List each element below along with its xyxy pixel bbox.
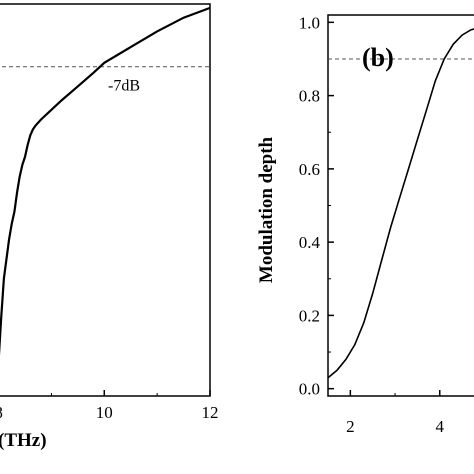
panel-b-y-ticks xyxy=(328,21,334,390)
panel-b-series-line xyxy=(327,28,474,379)
panel-a-x-ticks xyxy=(50,390,211,396)
panel-a-reference-label: -7dB xyxy=(108,78,140,95)
x-tick-label: 12 xyxy=(202,403,219,422)
panel-b-x-ticks xyxy=(349,390,441,396)
y-tick-label: 0.8 xyxy=(299,87,320,106)
y-tick-label: 0.4 xyxy=(299,233,321,252)
y-tick-label: 0.2 xyxy=(299,306,320,325)
panel-a-x-tick-labels: 8 10 12 xyxy=(0,403,219,422)
panel-a-series-line xyxy=(0,6,211,356)
x-tick-label: 8 xyxy=(0,403,3,422)
y-tick-label: 0.6 xyxy=(299,160,320,179)
panel-a-x-axis-title: (THz) xyxy=(0,430,47,451)
panel-a-frame xyxy=(0,3,211,397)
y-tick-label: 1.0 xyxy=(299,13,320,32)
x-tick-label: 10 xyxy=(96,403,113,422)
y-tick-label: 0.0 xyxy=(299,380,320,399)
panel-b-frame xyxy=(327,14,474,397)
panel-b-y-axis-title: Modulation depth xyxy=(256,136,277,283)
panel-a: 8 10 12 -7dB (THz) xyxy=(0,3,219,451)
panel-b-label: (b) xyxy=(362,43,394,72)
x-tick-label: 4 xyxy=(436,417,445,436)
panel-b-y-tick-labels: 0.0 0.2 0.4 0.6 0.8 1.0 xyxy=(299,13,321,398)
x-tick-label: 2 xyxy=(346,417,355,436)
